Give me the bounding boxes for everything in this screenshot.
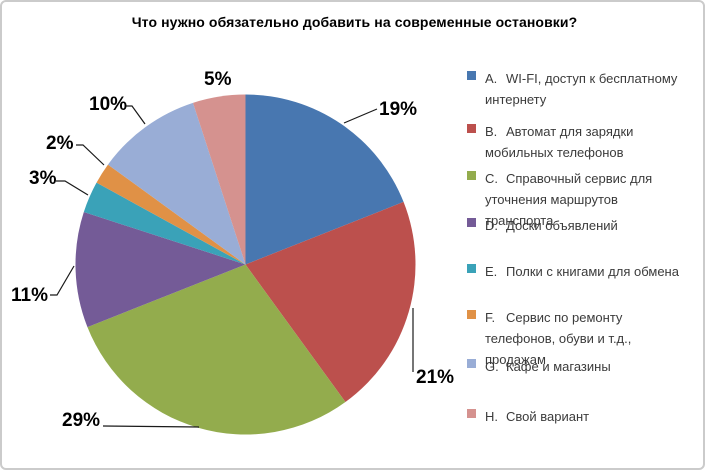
legend-key: C. — [485, 171, 498, 186]
legend-key: B. — [485, 124, 498, 139]
legend-label: Кафе и магазины — [506, 359, 611, 374]
legend-item-d: D. Доски объявлений — [467, 215, 695, 236]
legend-item-a: A. WI-FI, доступ к бесплатному интернету — [467, 68, 695, 110]
label-leader-line — [56, 180, 89, 196]
percent-label-g: 10% — [89, 94, 127, 115]
pie-slice-c — [87, 264, 346, 435]
pie-slice-h — [192, 94, 246, 265]
legend-label: Сервис по ремонту телефонов, обуви и т.д… — [485, 310, 632, 367]
legend-label: WI-FI, доступ к бесплатному интернету — [485, 71, 678, 107]
legend-label: Доски объявлений — [506, 218, 618, 233]
legend-swatch-e — [467, 264, 476, 273]
label-leader-line — [76, 144, 105, 166]
legend-key: G. — [485, 359, 499, 374]
pie-slice-d — [75, 211, 246, 328]
legend-swatch-d — [467, 218, 476, 227]
legend-label: Полки с книгами для обмена — [506, 264, 679, 279]
legend-key: F. — [485, 310, 496, 325]
legend-swatch-c — [467, 171, 476, 180]
legend-item-b: B. Автомат для зарядки мобильных телефоно… — [467, 121, 695, 163]
chart-title: Что нужно обязательно добавить на соврем… — [131, 14, 578, 30]
legend-swatch-f — [467, 310, 476, 319]
percent-label-d: 11% — [11, 285, 48, 306]
legend-swatch-g — [467, 359, 476, 368]
legend-swatch-h — [467, 409, 476, 418]
legend-key: H. — [485, 409, 498, 424]
percent-label-f: 2% — [46, 133, 74, 154]
percent-label-c: 29% — [62, 410, 100, 431]
legend-item-e: E. Полки с книгами для обмена — [467, 261, 695, 282]
label-leader-line — [50, 265, 75, 296]
legend-item-c: C. Справочный сервис для уточнения маршру… — [467, 168, 695, 231]
pie-slice-g — [107, 102, 246, 265]
legend-label: Автомат для зарядки мобильных телефонов — [485, 124, 634, 160]
legend-key: D. — [485, 218, 498, 233]
pie-slice-a — [245, 94, 404, 265]
pie-slice-f — [96, 164, 246, 265]
label-leader-line — [343, 108, 378, 124]
percent-label-h: 5% — [204, 69, 232, 90]
legend-item-f: F. Сервис по ремонту телефонов, обуви и т… — [467, 307, 695, 370]
label-leader-line — [102, 425, 200, 428]
legend-item-g: G. Кафе и магазины — [467, 356, 695, 377]
percent-label-a: 19% — [379, 99, 417, 120]
legend-label: Справочный сервис для уточнения маршруто… — [485, 171, 653, 228]
legend-swatch-a — [467, 71, 476, 80]
legend-item-h: H. Свой вариант — [467, 406, 695, 427]
legend-swatch-b — [467, 124, 476, 133]
label-leader-line — [126, 105, 146, 125]
legend-key: A. — [485, 71, 498, 86]
percent-label-b: 21% — [416, 367, 454, 388]
pie-slice-b — [245, 201, 416, 403]
percent-label-e: 3% — [29, 168, 57, 189]
legend-label: Свой вариант — [506, 409, 590, 424]
pie-slice-e — [83, 182, 246, 265]
legend-key: E. — [485, 264, 498, 279]
